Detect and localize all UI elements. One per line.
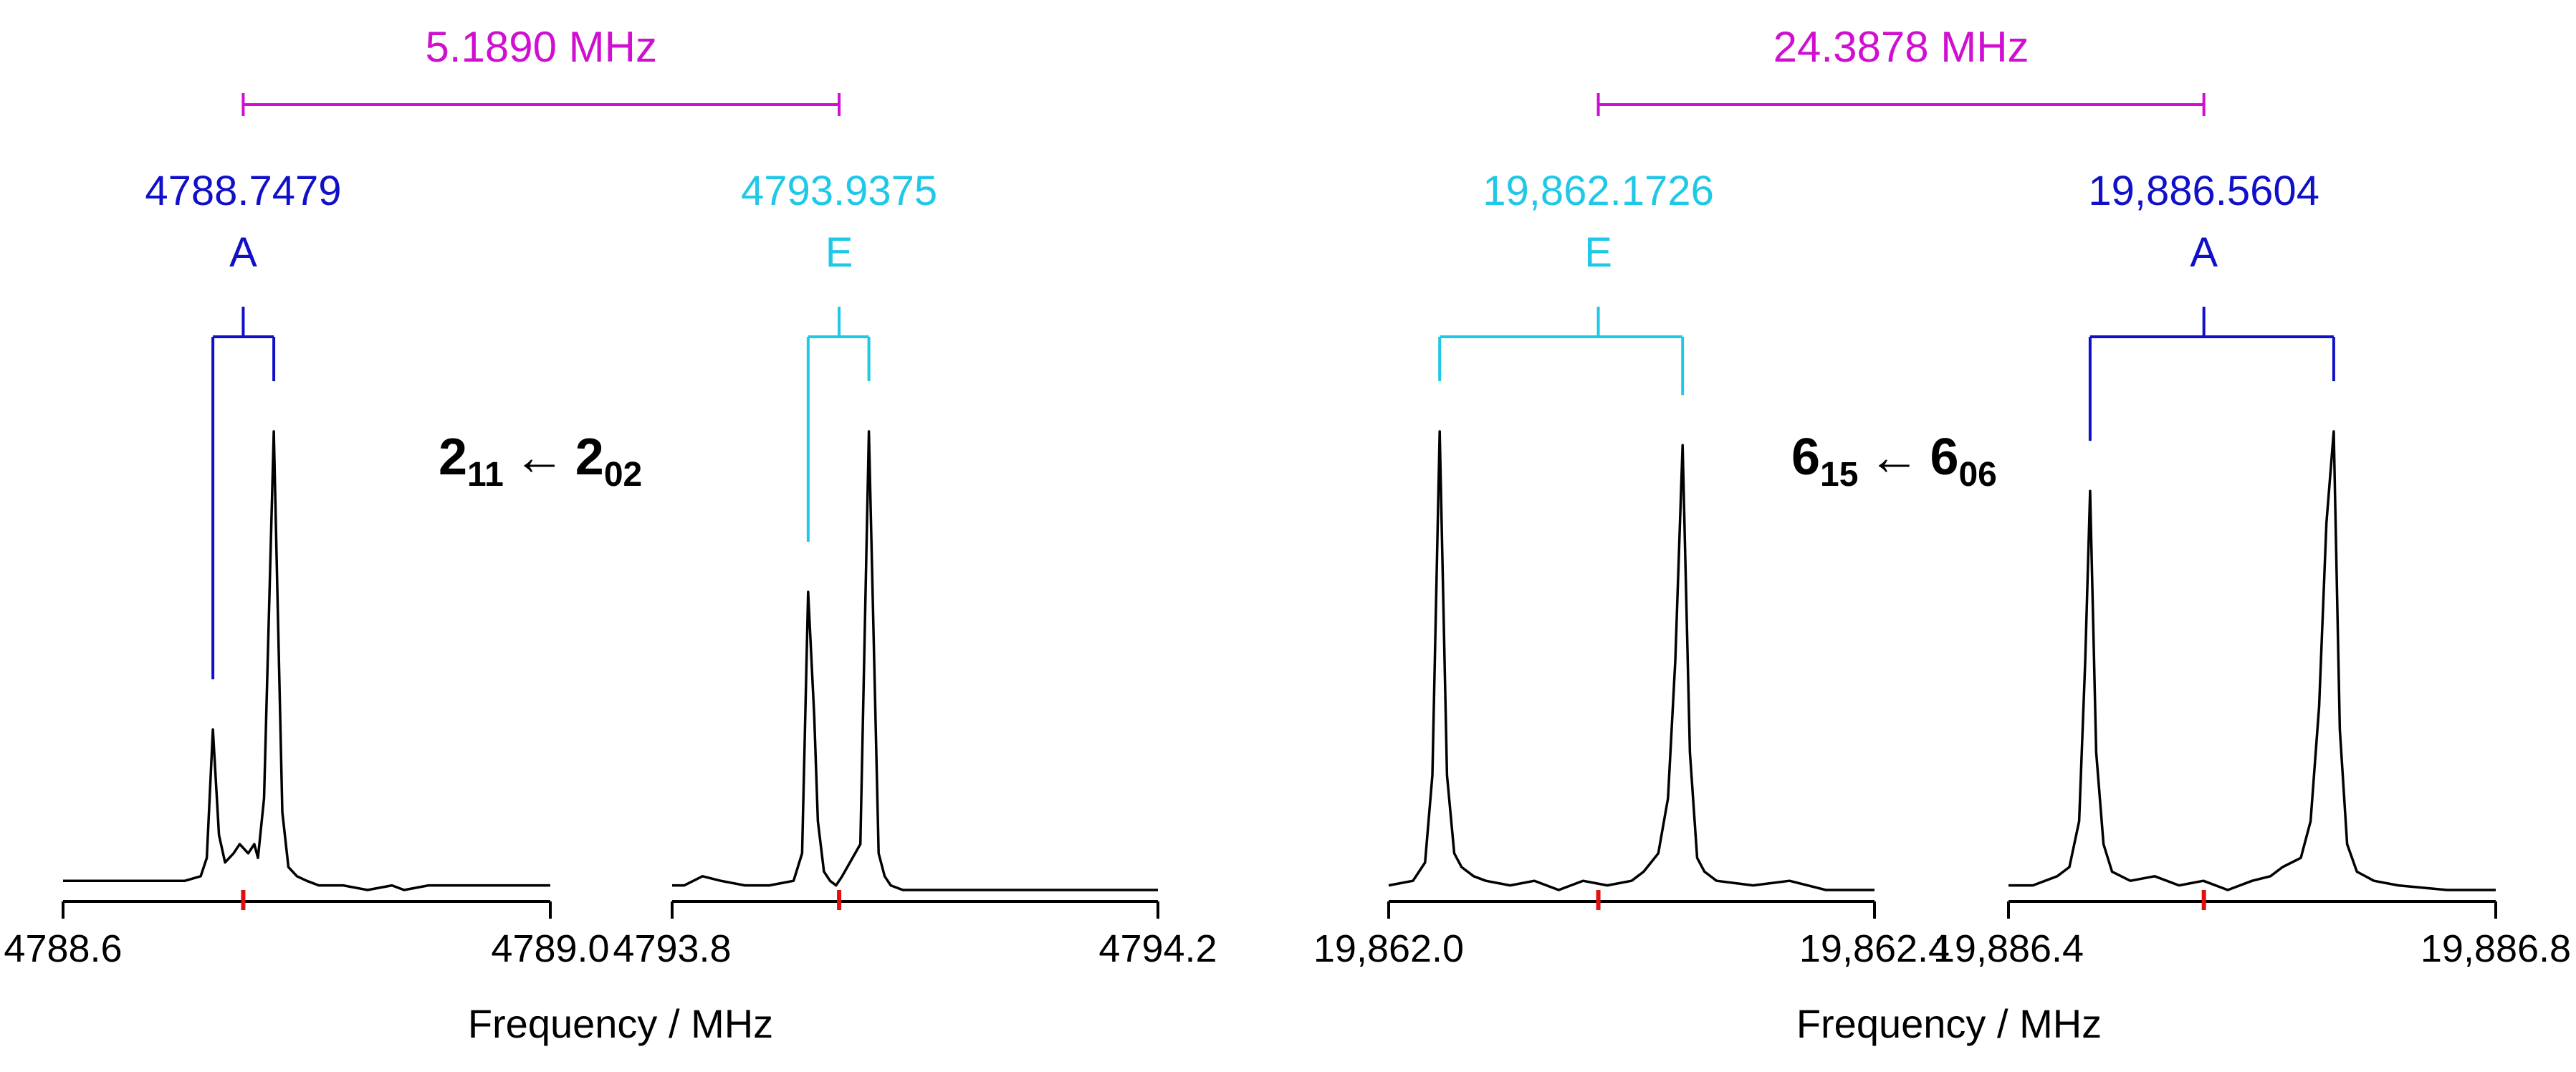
center-frequency-label-1: 4788.7479 bbox=[145, 168, 341, 214]
transition-2-lower: 6 bbox=[1930, 429, 1958, 486]
transition-1-arrow: ← bbox=[514, 429, 565, 486]
tick-label-start-2: 4793.8 bbox=[613, 927, 731, 970]
center-frequency-label-2: 4793.9375 bbox=[741, 168, 937, 214]
tick-label-start-4: 19,886.4 bbox=[1933, 927, 2084, 970]
transition-1-upper-sub: 11 bbox=[467, 456, 504, 494]
spectrum-trace-1 bbox=[63, 430, 550, 891]
tick-label-end-1: 4789.0 bbox=[491, 927, 609, 970]
x-axis-label-left: Frequency / MHz bbox=[468, 1001, 773, 1046]
spectrum-trace-3 bbox=[1388, 430, 1874, 891]
splitting-label-2: 24.3878 MHz bbox=[1773, 23, 2029, 71]
chart-marks: 4788.6 4789.0 A 4788.7479 4793.8 4794.2 E 4793.… bbox=[4, 23, 2571, 970]
tick-label-end-3: 19,862.4 bbox=[1799, 927, 1950, 970]
transition-1-upper: 2 bbox=[439, 429, 467, 486]
center-frequency-label-3: 19,862.1726 bbox=[1483, 168, 1714, 214]
center-frequency-label-4: 19,886.5604 bbox=[2088, 168, 2319, 214]
symmetry-label-3: E bbox=[1584, 229, 1612, 276]
x-axis-label-right: Frequency / MHz bbox=[1796, 1001, 2102, 1046]
transition-1-lower-sub: 02 bbox=[604, 456, 642, 494]
spectrum-trace-4 bbox=[2008, 430, 2496, 891]
tick-label-end-2: 4794.2 bbox=[1098, 927, 1217, 970]
tick-label-start-1: 4788.6 bbox=[4, 927, 122, 970]
transition-label-1: 211 ← 202 bbox=[439, 429, 642, 494]
symmetry-label-1: A bbox=[229, 229, 257, 276]
symmetry-label-2: E bbox=[825, 229, 853, 276]
tick-label-start-3: 19,862.0 bbox=[1313, 927, 1464, 970]
transition-1-lower: 2 bbox=[575, 429, 604, 486]
transition-label-2: 615 ← 606 bbox=[1791, 429, 1997, 494]
transition-2-upper-sub: 15 bbox=[1820, 456, 1858, 494]
symmetry-label-4: A bbox=[2190, 229, 2218, 276]
transition-2-lower-sub: 06 bbox=[1958, 456, 1996, 494]
splitting-label-1: 5.1890 MHz bbox=[425, 23, 657, 71]
spectrum-trace-2 bbox=[672, 430, 1158, 891]
tick-label-end-4: 19,886.8 bbox=[2421, 927, 2571, 970]
transition-2-upper: 6 bbox=[1791, 429, 1820, 486]
transition-2-arrow: ← bbox=[1868, 429, 1920, 486]
